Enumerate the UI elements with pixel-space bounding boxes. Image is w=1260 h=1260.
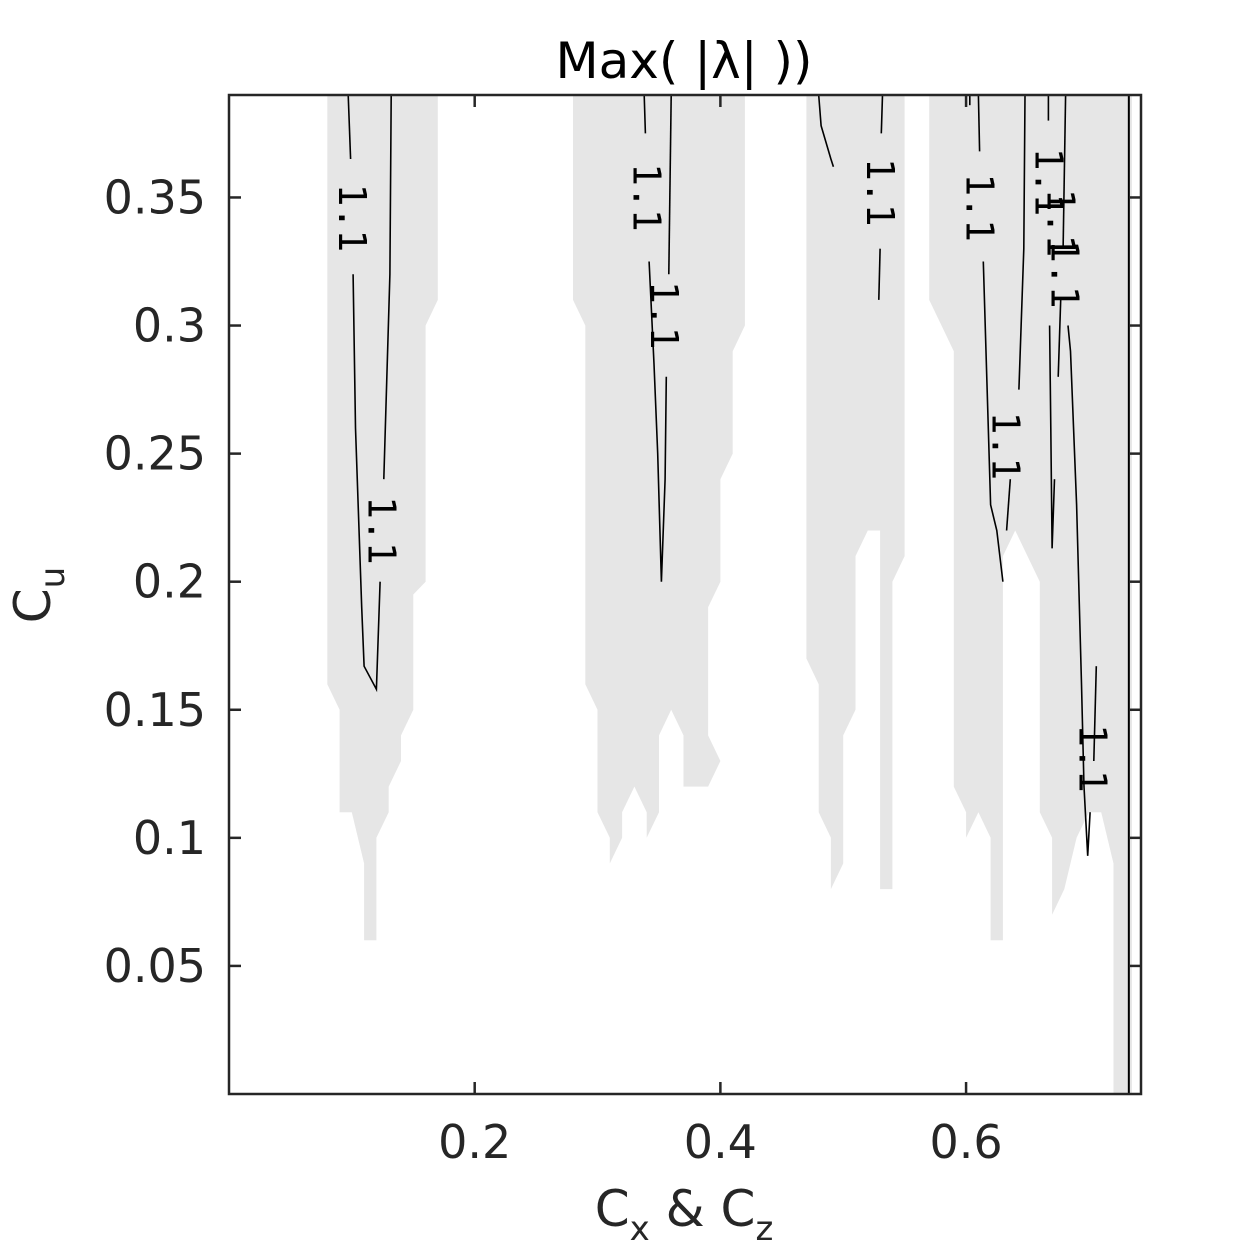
contour-r <box>1062 94 1067 249</box>
contour-d <box>643 94 647 134</box>
filled-region-3 <box>806 95 905 890</box>
contour-p <box>1048 325 1056 549</box>
y-tick-label: 0.2 <box>133 555 206 609</box>
contour-t <box>1093 666 1098 762</box>
y-tick-label: 0.05 <box>104 939 206 993</box>
x-tick-label: 0.2 <box>438 1115 511 1169</box>
contour-l <box>982 261 1004 582</box>
y-axis-ticks: 0.05 0.1 0.15 0.2 0.25 0.3 0.35 <box>104 170 1141 993</box>
contour-label-10: 1.1 <box>1042 240 1086 309</box>
y-axis-label-group: Cu <box>4 567 73 623</box>
x-axis-ticks: 0.2 0.4 0.6 <box>438 95 1003 1169</box>
contour-labels: 1.11.11.11.11.1 1.11.11.11.11.11.1 <box>330 148 1115 793</box>
contour-c <box>383 94 392 480</box>
x-tick-label: 0.4 <box>684 1115 757 1169</box>
y-axis-label: Cu <box>4 567 73 623</box>
y-tick-label: 0.3 <box>133 299 206 353</box>
contour-f <box>668 94 672 275</box>
contour-label-6: 1.1 <box>958 173 1002 242</box>
contour-g <box>817 94 835 167</box>
contour-label-3: 1.1 <box>625 163 669 232</box>
x-tick-label: 0.6 <box>929 1115 1002 1169</box>
y-tick-label: 0.1 <box>133 811 206 865</box>
contour-lines <box>347 94 1098 856</box>
contour-label-5: 1.1 <box>858 158 902 227</box>
contour-h <box>880 94 884 134</box>
y-tick-label: 0.35 <box>104 170 206 224</box>
contour-label-7: 1.1 <box>983 412 1027 481</box>
contour-label-4: 1.1 <box>642 281 686 350</box>
y-tick-label: 0.15 <box>104 683 206 737</box>
x-axis-label: Cx & Cz <box>595 1180 774 1249</box>
contour-label-1: 1.1 <box>330 184 374 253</box>
plot-frame <box>227 93 1143 1096</box>
contour-m <box>1005 479 1012 531</box>
contour-label-11: 1.1 <box>1071 724 1115 793</box>
contour-s <box>1067 325 1091 856</box>
contour-label-9: 1.1 <box>1039 189 1083 258</box>
contour-e <box>648 261 668 582</box>
contour-label-2: 1.1 <box>359 496 403 565</box>
filled-region-4 <box>929 95 1132 1094</box>
contour-i <box>878 248 881 300</box>
contour-n <box>1018 94 1026 390</box>
contour-q <box>1057 299 1062 377</box>
contour-b <box>352 274 381 693</box>
chart-title: Max( |λ| )) <box>556 32 813 90</box>
y-tick-label: 0.25 <box>104 427 206 481</box>
contour-label-8: 1.1 <box>1026 148 1070 217</box>
contour-k <box>977 94 981 152</box>
filled-region-1 <box>327 95 438 941</box>
contour-a <box>347 94 352 160</box>
